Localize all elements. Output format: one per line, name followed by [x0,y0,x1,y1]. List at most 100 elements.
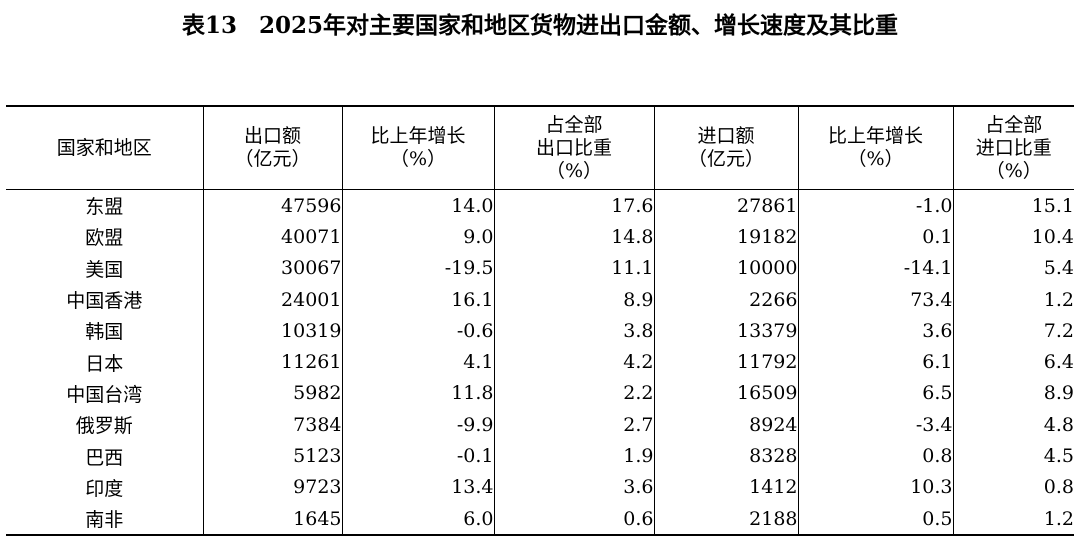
header-row: 国家和地区 出口额 （亿元） 比上年增长 （%） 占全部 出口比重 （%） 进口额 （亿元） 比上年… [6,105,1074,190]
region-cell: 俄罗斯 [75,415,133,438]
export-growth-cell: 4.1 [341,346,494,378]
header-region: 国家和地区 [6,105,203,190]
export-growth-cell: -19.5 [341,252,494,284]
table-row: 美国 30067 -19.5 11.1 10000 -14.1 5.4 [6,252,1074,284]
export-share-cell: 4.2 [493,346,654,378]
export-cell: 47596 [202,189,342,222]
import-share-cell: 0.8 [952,471,1074,503]
import-cell: 27861 [653,189,798,222]
export-growth-cell: 14.0 [341,189,494,222]
header-line: 国家和地区 [56,136,152,159]
header-line: （%） [389,148,447,170]
export-growth-cell: 13.4 [341,471,494,503]
export-cell: 5123 [202,440,342,472]
import-cell: 13379 [653,315,798,347]
import-cell: 11792 [653,346,798,378]
table-row: 中国香港 24001 16.1 8.9 2266 73.4 1.2 [6,283,1074,316]
import-share-cell: 4.5 [952,440,1074,472]
import-growth-cell: 73.4 [797,283,953,316]
export-growth-cell: 16.1 [341,283,494,316]
import-growth-cell: 0.5 [797,502,953,537]
import-cell: 19182 [653,221,798,253]
region-cell: 南非 [6,502,203,537]
import-growth-cell: 0.8 [797,440,953,472]
region-cell: 中国台湾 [66,383,143,406]
export-cell: 1645 [202,502,342,537]
region-cell: 美国 [85,258,124,281]
region-cell: 日本 [85,352,124,375]
export-cell: 24001 [202,283,342,316]
table-row: 俄罗斯 7384 -9.9 2.7 8924 -3.4 4.8 [6,409,1074,441]
table-row: 中国台湾 5982 11.8 2.2 16509 6.5 8.9 [6,377,1074,410]
export-growth-cell: 6.0 [341,502,494,537]
import-growth-cell: -1.0 [797,189,953,222]
table-number: 表13 [181,12,237,39]
import-growth-cell: 3.6 [797,315,953,347]
region-cell: 中国香港 [66,290,143,313]
table-title-text: 2025年对主要国家和地区货物进出口金额、增长速度及其比重 [259,12,899,39]
header-export-share: 占全部 出口比重 （%） [493,105,654,190]
export-share-cell: 3.6 [493,471,654,503]
table-title: 表13 2025年对主要国家和地区货物进出口金额、增长速度及其比重 [0,6,1080,40]
export-share-cell: 14.8 [493,221,654,253]
import-share-cell: 10.4 [952,221,1074,253]
export-growth-cell: 9.0 [341,221,494,253]
export-cell: 40071 [202,221,342,253]
header-line: 出口额 [243,125,301,147]
header-export: 出口额 （亿元） [202,105,342,190]
header-export-growth: 比上年增长 （%） [341,105,494,190]
export-share-cell: 0.6 [493,502,654,537]
table-row: 日本 11261 4.1 4.2 11792 6.1 6.4 [6,346,1074,378]
header-line: 进口额 [697,125,755,147]
header-line: （亿元） [687,148,764,170]
export-cell: 11261 [202,346,342,378]
export-growth-cell: -0.1 [341,440,494,472]
header-line: 出口比重 [535,136,612,159]
header-line: 占全部 [545,113,603,136]
export-growth-cell: -9.9 [341,409,494,441]
header-line: 占全部 [985,113,1043,136]
import-cell: 8328 [653,440,798,472]
header-line: 进口比重 [975,136,1052,159]
import-share-cell: 1.2 [952,502,1074,537]
table-row: 韩国 10319 -0.6 3.8 13379 3.6 7.2 [6,315,1074,347]
region-cell: 韩国 [85,321,124,344]
header-import-growth: 比上年增长 （%） [797,105,953,190]
export-cell: 5982 [202,377,342,410]
export-share-cell: 8.9 [493,283,654,316]
export-cell: 7384 [202,409,342,441]
header-line: （%） [985,159,1042,182]
import-cell: 8924 [653,409,798,441]
import-growth-cell: -14.1 [797,252,953,284]
import-share-cell: 1.2 [952,283,1074,316]
export-share-cell: 17.6 [493,189,654,222]
header-line: 比上年增长 [370,125,466,147]
import-cell: 16509 [653,377,798,410]
import-cell: 2266 [653,283,798,316]
table-row: 巴西 5123 -0.1 1.9 8328 0.8 4.5 [6,440,1074,472]
export-cell: 30067 [202,252,342,284]
import-cell: 10000 [653,252,798,284]
import-share-cell: 5.4 [952,252,1074,284]
header-line: （%） [847,148,904,170]
table-body: 东盟 47596 14.0 17.6 27861 -1.0 15.1 欧盟 40071 9.0 14… [6,189,1074,537]
export-share-cell: 2.2 [493,377,654,410]
header-import: 进口额 （亿元） [653,105,798,190]
export-share-cell: 3.8 [493,315,654,347]
export-growth-cell: -0.6 [341,315,494,347]
export-share-cell: 1.9 [493,440,654,472]
header-line: （亿元） [234,148,311,170]
export-growth-cell: 11.8 [341,377,494,410]
import-growth-cell: 6.5 [797,377,953,410]
import-share-cell: 6.4 [952,346,1074,378]
export-cell: 10319 [202,315,342,347]
import-growth-cell: 6.1 [797,346,953,378]
region-cell: 东盟 [85,196,124,219]
region-cell: 欧盟 [85,227,124,250]
import-cell: 1412 [653,471,798,503]
trade-table: 国家和地区 出口额 （亿元） 比上年增长 （%） 占全部 出口比重 （%） 进口额 （亿元） 比上年… [6,105,1074,537]
import-share-cell: 15.1 [952,189,1074,222]
table-row: 欧盟 40071 9.0 14.8 19182 0.1 10.4 [6,221,1074,253]
table-row: 印度 9723 13.4 3.6 1412 10.3 0.8 [6,471,1074,503]
export-share-cell: 2.7 [493,409,654,441]
